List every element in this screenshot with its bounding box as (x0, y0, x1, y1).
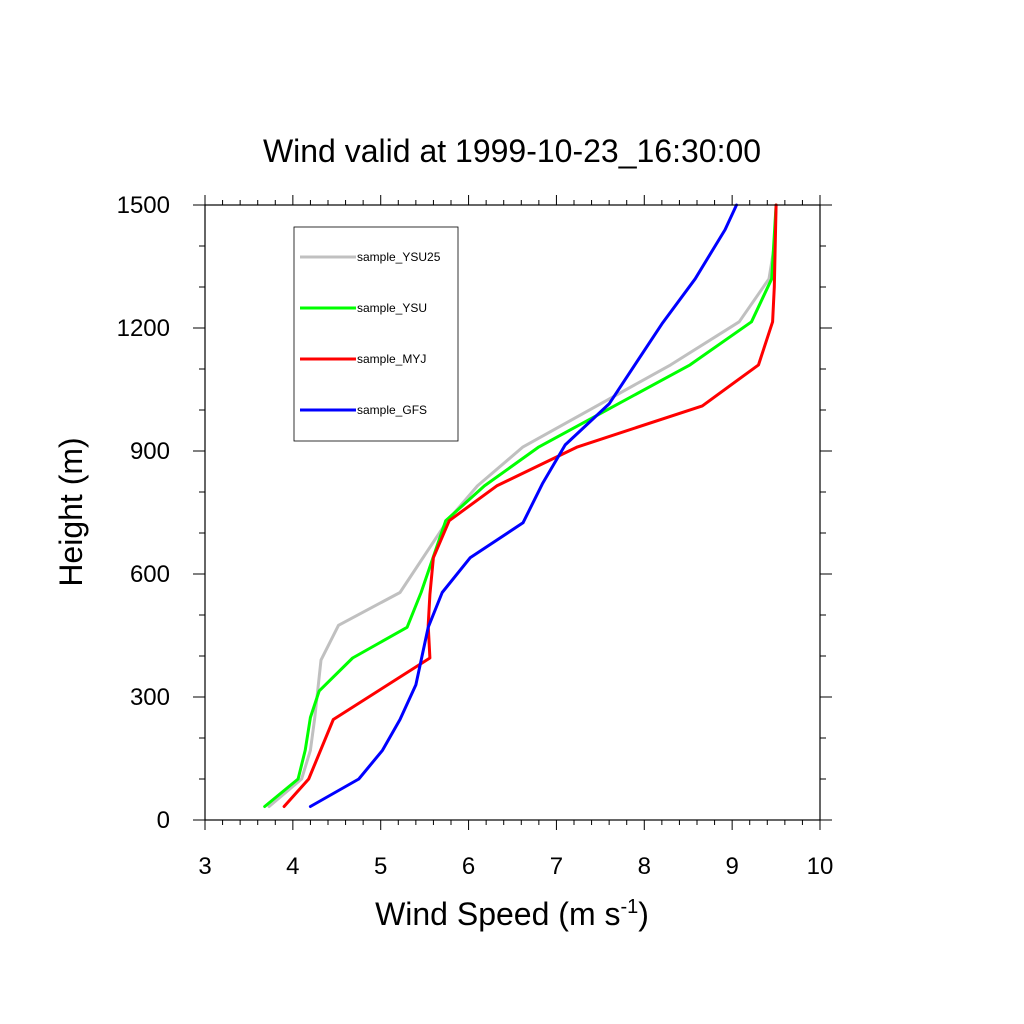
x-tick-label: 10 (807, 853, 834, 880)
x-tick-labels: 3 4 5 6 7 8 9 10 (198, 853, 833, 880)
x-axis-label-close: ) (638, 896, 649, 932)
y-tick-label: 0 (157, 807, 170, 834)
axis-ticks (193, 195, 832, 830)
legend: sample_YSU25 sample_YSU sample_MYJ sample_G… (293, 226, 459, 442)
legend-label: sample_MYJ (357, 352, 426, 366)
plot-frame (204, 204, 821, 821)
x-tick-label: 3 (198, 853, 211, 880)
y-tick-labels: 0 300 600 900 1200 1500 (117, 192, 170, 834)
legend-label: sample_YSU (357, 301, 427, 315)
x-axis-label-text: Wind Speed (m s (375, 896, 620, 932)
chart-title: Wind valid at 1999-10-23_16:30:00 (263, 133, 761, 169)
series-line-sample_MYJ (282, 203, 778, 808)
y-tick-label: 900 (130, 438, 170, 465)
y-tick-label: 300 (130, 684, 170, 711)
series-lines (263, 203, 778, 808)
y-tick-label: 1500 (117, 192, 170, 219)
legend-label: sample_GFS (357, 403, 427, 417)
x-tick-label: 4 (286, 853, 299, 880)
x-axis-label: Wind Speed (m s-1) (375, 896, 649, 932)
x-axis-label-superscript: -1 (620, 896, 638, 918)
x-tick-label: 6 (462, 853, 475, 880)
series-line-sample_YSU (263, 203, 778, 808)
series-line-sample_GFS (308, 203, 738, 808)
x-tick-label: 5 (374, 853, 387, 880)
y-tick-label: 600 (130, 561, 170, 588)
x-tick-label: 7 (550, 853, 563, 880)
x-tick-label: 9 (725, 853, 738, 880)
y-axis-label: Height (m) (53, 437, 89, 586)
x-tick-label: 8 (638, 853, 651, 880)
legend-items: sample_YSU25 sample_YSU sample_MYJ sample_G… (300, 250, 441, 417)
legend-box (293, 226, 459, 442)
y-tick-label: 1200 (117, 315, 170, 342)
legend-label: sample_YSU25 (357, 250, 441, 264)
